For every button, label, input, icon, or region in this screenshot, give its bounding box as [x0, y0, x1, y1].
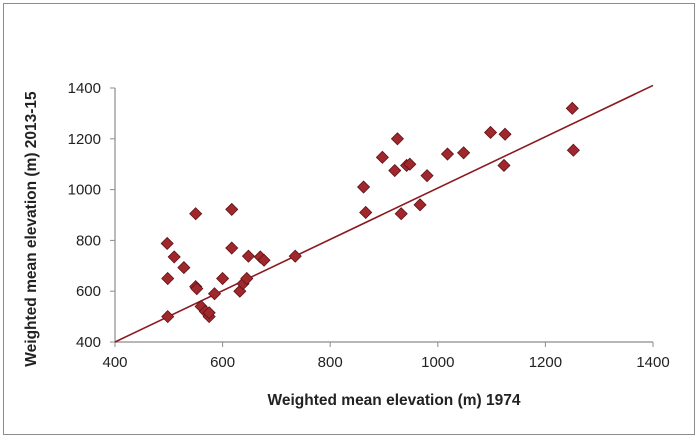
data-point [216, 271, 230, 286]
data-point [161, 310, 175, 324]
data-point [356, 180, 371, 194]
x-tick-label: 1400 [636, 354, 669, 371]
data-point [225, 241, 239, 255]
data-point [207, 287, 222, 301]
data-point [375, 150, 389, 164]
data-point [457, 146, 471, 160]
data-point [161, 271, 175, 286]
data-point [359, 205, 373, 220]
y-ticks: 400 600 800 1000 1200 1400 [68, 80, 115, 351]
data-point [413, 198, 427, 212]
data-point [240, 271, 254, 286]
data-point [202, 306, 216, 320]
data-point [189, 207, 203, 221]
data-points [160, 101, 580, 324]
data-point [390, 132, 405, 146]
data-point [388, 163, 402, 178]
x-tick-label: 600 [210, 354, 235, 371]
data-point [565, 101, 579, 115]
x-ticks: 400 600 800 1000 1200 1400 [102, 342, 670, 371]
x-tick-label: 800 [318, 354, 343, 371]
x-axis-title: Weighted mean elevation (m) 1974 [268, 392, 521, 409]
axes [114, 88, 653, 343]
x-tick-label: 1000 [421, 354, 454, 371]
data-point [257, 253, 271, 267]
y-tick-label: 800 [76, 232, 101, 249]
data-point [440, 147, 455, 161]
data-point [483, 125, 498, 140]
x-tick-label: 1200 [529, 354, 562, 371]
data-point [498, 127, 512, 141]
data-point [167, 250, 181, 264]
data-point [566, 143, 580, 157]
data-point [403, 157, 417, 171]
y-tick-label: 400 [76, 334, 101, 351]
data-point [190, 282, 204, 296]
data-point [225, 202, 239, 216]
chart-frame [3, 3, 695, 435]
data-point [394, 207, 408, 221]
x-tick-label: 400 [102, 354, 127, 371]
data-point [288, 249, 302, 263]
y-tick-label: 1400 [68, 80, 101, 97]
data-point [420, 169, 434, 183]
trendline-group [114, 84, 654, 343]
data-point [497, 158, 511, 173]
data-point [177, 261, 191, 275]
y-tick-label: 1200 [68, 131, 101, 148]
data-point [241, 249, 255, 263]
y-axis-title: Weighted mean elevation (m) 2013-15 [23, 91, 40, 367]
trendline [114, 84, 654, 343]
data-point [160, 236, 174, 251]
y-tick-label: 600 [76, 283, 101, 300]
y-tick-label: 1000 [68, 182, 101, 199]
